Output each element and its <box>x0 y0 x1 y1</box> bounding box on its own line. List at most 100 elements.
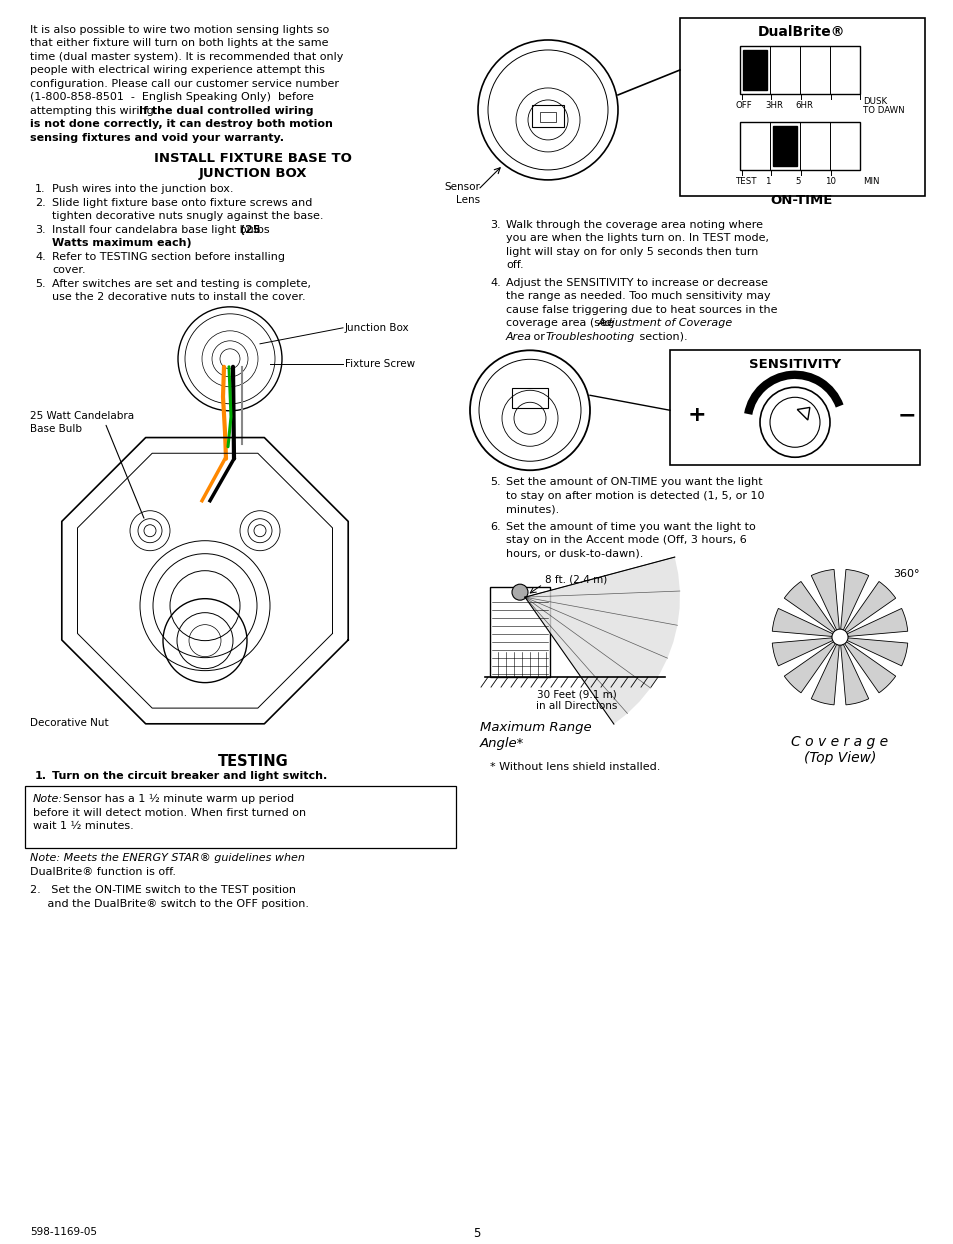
Text: Note:: Note: <box>33 794 63 804</box>
Text: tighten decorative nuts snugly against the base.: tighten decorative nuts snugly against t… <box>52 211 323 221</box>
Wedge shape <box>846 608 907 637</box>
Wedge shape <box>843 642 895 693</box>
Text: before it will detect motion. When first turned on: before it will detect motion. When first… <box>33 807 306 817</box>
Text: 10: 10 <box>824 177 835 185</box>
Wedge shape <box>771 608 832 637</box>
Text: 2.   Set the ON-TIME switch to the TEST position: 2. Set the ON-TIME switch to the TEST po… <box>30 884 295 894</box>
Text: 360°: 360° <box>892 570 919 580</box>
Wedge shape <box>810 570 839 629</box>
Text: * Without lens shield installed.: * Without lens shield installed. <box>490 763 659 773</box>
Text: Set the amount of time you want the light to: Set the amount of time you want the ligh… <box>505 521 755 531</box>
Text: 4.: 4. <box>490 277 500 287</box>
Text: Walk through the coverage area noting where: Walk through the coverage area noting wh… <box>505 220 762 230</box>
Text: TO DAWN: TO DAWN <box>862 106 903 114</box>
Text: in all Directions: in all Directions <box>536 702 617 712</box>
Text: 25 Watt Candelabra: 25 Watt Candelabra <box>30 411 134 420</box>
Text: SENSITIVITY: SENSITIVITY <box>748 358 841 371</box>
Text: cover.: cover. <box>52 265 86 275</box>
Text: Note: Meets the ENERGY STAR® guidelines when: Note: Meets the ENERGY STAR® guidelines … <box>30 853 305 863</box>
Text: 30 Feet (9.1 m): 30 Feet (9.1 m) <box>537 689 617 699</box>
Text: 2.: 2. <box>35 198 46 208</box>
Wedge shape <box>843 581 895 632</box>
Text: It is also possible to wire two motion sensing lights so: It is also possible to wire two motion s… <box>30 25 329 35</box>
Text: Decorative Nut: Decorative Nut <box>30 718 109 728</box>
Text: hours, or dusk-to-dawn).: hours, or dusk-to-dawn). <box>505 549 642 559</box>
Text: Install four candelabra base light bulbs: Install four candelabra base light bulbs <box>52 225 273 235</box>
Text: 3.: 3. <box>490 220 500 230</box>
Text: MIN: MIN <box>862 177 879 185</box>
Text: to stay on after motion is detected (1, 5, or 10: to stay on after motion is detected (1, … <box>505 490 763 501</box>
Polygon shape <box>524 557 679 724</box>
Text: 5.: 5. <box>490 478 500 488</box>
Text: Adjustment of Coverage: Adjustment of Coverage <box>598 318 733 328</box>
Text: wait 1 ½ minutes.: wait 1 ½ minutes. <box>33 821 133 831</box>
Text: (25: (25 <box>240 225 260 235</box>
Text: or: or <box>530 332 548 342</box>
Text: Fixture Screw: Fixture Screw <box>345 358 415 368</box>
Text: If the dual controlled wiring: If the dual controlled wiring <box>139 106 314 116</box>
Text: After switches are set and testing is complete,: After switches are set and testing is co… <box>52 279 311 289</box>
Text: attempting this wiring.: attempting this wiring. <box>30 106 161 116</box>
Text: Turn on the circuit breaker and light switch.: Turn on the circuit breaker and light sw… <box>52 770 327 780</box>
Text: Area: Area <box>505 332 532 342</box>
Text: TEST: TEST <box>735 177 757 185</box>
Text: 6HR: 6HR <box>794 101 812 109</box>
Text: Angle*: Angle* <box>479 738 524 750</box>
Text: Sensor has a 1 ½ minute warm up period: Sensor has a 1 ½ minute warm up period <box>63 794 294 804</box>
Text: 8 ft. (2.4 m): 8 ft. (2.4 m) <box>544 575 607 585</box>
Text: .: . <box>158 239 161 249</box>
Wedge shape <box>810 644 839 705</box>
Text: Lens: Lens <box>456 195 479 205</box>
Wedge shape <box>846 638 907 666</box>
Text: you are when the lights turn on. In TEST mode,: you are when the lights turn on. In TEST… <box>505 234 768 244</box>
Bar <box>532 104 563 127</box>
Text: DualBrite®: DualBrite® <box>758 25 845 39</box>
Text: TESTING: TESTING <box>217 754 288 769</box>
Text: 4.: 4. <box>35 251 46 262</box>
Text: 1: 1 <box>764 177 770 185</box>
Text: 5: 5 <box>473 1228 480 1240</box>
Text: the range as needed. Too much sensitivity may: the range as needed. Too much sensitivit… <box>505 291 770 301</box>
Text: minutes).: minutes). <box>505 504 558 514</box>
Text: DualBrite® function is off.: DualBrite® function is off. <box>30 867 175 877</box>
Text: 1.: 1. <box>35 770 47 780</box>
Text: 598-1169-05: 598-1169-05 <box>30 1228 97 1238</box>
Bar <box>772 126 796 165</box>
Text: Junction Box: Junction Box <box>345 323 409 333</box>
Text: ON-TIME: ON-TIME <box>770 194 832 207</box>
Text: 5: 5 <box>794 177 800 185</box>
Bar <box>742 50 766 90</box>
Text: Troubleshooting: Troubleshooting <box>545 332 635 342</box>
Bar <box>512 388 547 408</box>
Text: time (dual master system). It is recommended that only: time (dual master system). It is recomme… <box>30 52 343 62</box>
Text: cause false triggering due to heat sources in the: cause false triggering due to heat sourc… <box>505 305 777 315</box>
Circle shape <box>512 585 527 600</box>
Wedge shape <box>771 638 832 666</box>
Text: Adjust the SENSITIVITY to increase or decrease: Adjust the SENSITIVITY to increase or de… <box>505 277 767 287</box>
Text: use the 2 decorative nuts to install the cover.: use the 2 decorative nuts to install the… <box>52 292 305 302</box>
Text: C o v e r a g e: C o v e r a g e <box>791 735 887 749</box>
Text: (Top View): (Top View) <box>803 751 875 765</box>
Text: stay on in the Accent mode (Off, 3 hours, 6: stay on in the Accent mode (Off, 3 hours… <box>505 535 746 545</box>
Text: light will stay on for only 5 seconds then turn: light will stay on for only 5 seconds th… <box>505 246 758 256</box>
Text: 5.: 5. <box>35 279 46 289</box>
Text: configuration. Please call our customer service number: configuration. Please call our customer … <box>30 78 338 90</box>
Text: Base Bulb: Base Bulb <box>30 424 82 434</box>
Text: people with electrical wiring experience attempt this: people with electrical wiring experience… <box>30 66 325 76</box>
Text: OFF: OFF <box>735 101 752 109</box>
Text: Watts maximum each): Watts maximum each) <box>52 239 192 249</box>
Text: (1-800-858-8501  -  English Speaking Only)  before: (1-800-858-8501 - English Speaking Only)… <box>30 92 314 102</box>
Bar <box>539 112 556 122</box>
Text: INSTALL FIXTURE BASE TO: INSTALL FIXTURE BASE TO <box>153 153 352 165</box>
Text: Refer to TESTING section before installing: Refer to TESTING section before installi… <box>52 251 285 262</box>
Bar <box>490 587 550 677</box>
Text: Set the amount of ON-TIME you want the light: Set the amount of ON-TIME you want the l… <box>505 478 761 488</box>
Text: 1.: 1. <box>35 184 46 194</box>
Wedge shape <box>840 570 868 629</box>
Text: section).: section). <box>636 332 687 342</box>
Circle shape <box>831 629 847 646</box>
Wedge shape <box>783 642 835 693</box>
Text: off.: off. <box>505 260 523 270</box>
Text: DUSK: DUSK <box>862 97 886 106</box>
Text: coverage area (see: coverage area (see <box>505 318 617 328</box>
